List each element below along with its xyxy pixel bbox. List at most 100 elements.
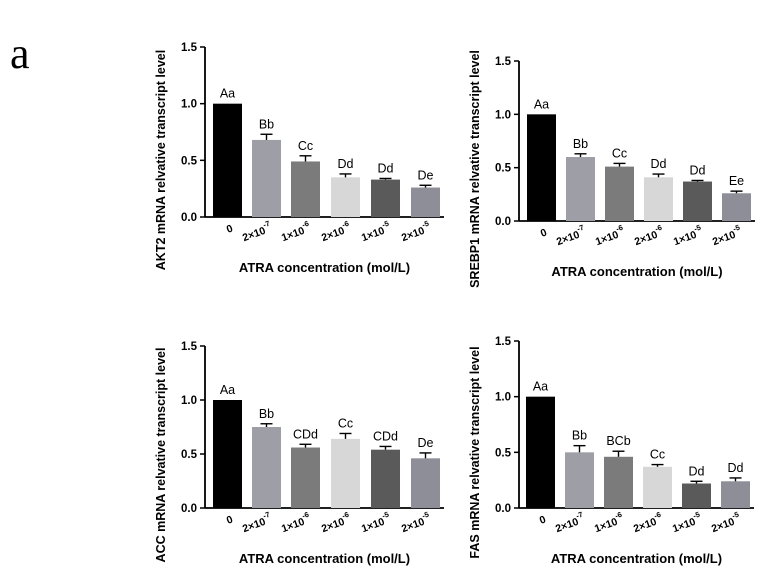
x-tick-label: 1×10-5 <box>359 510 393 535</box>
x-tick-label: 2×10-7 <box>553 510 587 535</box>
significance-label: Dd <box>689 464 705 478</box>
bar <box>213 400 242 508</box>
bar <box>605 166 634 221</box>
y-axis-title: FAS mRNA relvative transcript level <box>468 346 482 558</box>
bar <box>291 161 320 217</box>
chart-1: 0.0 0.5 1.0 1.5 Aa 0 Bb 2×10-7 Cc 1×10-6 Dd 2×10-6 D… <box>154 42 444 275</box>
bar <box>722 193 751 221</box>
significance-label: Aa <box>534 97 549 111</box>
x-tick-label: 2×10-7 <box>240 219 274 244</box>
x-tick-label: 1×10-5 <box>671 223 705 248</box>
y-tick-label: 0.0 <box>181 503 197 515</box>
significance-label: Cc <box>650 448 665 462</box>
significance-label: Bb <box>572 429 587 443</box>
significance-label: Bb <box>573 137 588 151</box>
significance-label: Dd <box>378 161 394 175</box>
y-tick-label: 0.0 <box>495 503 511 515</box>
x-tick-label: 0 <box>539 226 549 239</box>
significance-label: Cc <box>338 416 353 430</box>
x-tick-label: 1×10-6 <box>279 219 313 244</box>
significance-label: De <box>418 168 434 182</box>
significance-label: BCb <box>606 434 630 448</box>
panel-label: a <box>10 29 30 78</box>
bar <box>683 181 712 221</box>
bar <box>565 452 594 508</box>
y-tick-label: 0.0 <box>181 212 197 224</box>
bar <box>331 177 360 217</box>
bar <box>371 449 400 508</box>
chart-3: 0.0 0.5 1.0 1.5 Aa 0 Bb 2×10-7 CDd 1×10-6 Cc 2×10-6… <box>154 341 444 566</box>
y-tick-label: 0.5 <box>181 155 198 167</box>
chart-2: 0.0 0.5 1.0 1.5 Aa 0 Bb 2×10-7 Cc 1×10-6 Dd 2×10-6 D… <box>468 50 755 288</box>
significance-label: CDd <box>293 427 318 441</box>
y-axis-title: AKT2 mRNA relvative transcript level <box>154 50 168 270</box>
y-tick-label: 1.0 <box>495 392 511 404</box>
bar <box>682 483 711 508</box>
bar <box>291 447 320 508</box>
x-tick-label: 1×10-6 <box>593 223 627 248</box>
x-tick-label: 2×10-6 <box>632 223 666 248</box>
x-tick-label: 1×10-5 <box>670 510 704 535</box>
significance-label: Bb <box>259 407 274 421</box>
y-tick-label: 1.5 <box>181 341 198 353</box>
y-axis-title: ACC mRNA relvative transcript level <box>154 348 168 563</box>
x-axis-title: ATRA concentration (mol/L) <box>239 260 410 275</box>
bar <box>213 103 242 217</box>
y-tick-label: 1.5 <box>495 336 512 348</box>
significance-label: Dd <box>690 163 706 177</box>
bar <box>371 179 400 217</box>
x-tick-label: 0 <box>225 222 235 235</box>
significance-label: Aa <box>220 87 235 101</box>
chart-4: 0.0 0.5 1.0 1.5 Aa 0 Bb 2×10-7 BCb 1×10-6 Cc 2×10-6… <box>468 336 754 566</box>
x-tick-label: 2×10-5 <box>399 219 433 244</box>
bar <box>527 114 556 221</box>
y-tick-label: 0.5 <box>495 163 512 175</box>
significance-label: Ee <box>729 174 744 188</box>
significance-label: Dd <box>651 157 667 171</box>
bar <box>643 466 672 508</box>
bar <box>252 139 281 217</box>
bar <box>252 427 281 508</box>
y-tick-label: 0.5 <box>181 449 198 461</box>
x-axis-title: ATRA concentration (mol/L) <box>239 551 410 566</box>
x-tick-label: 1×10-6 <box>592 510 626 535</box>
y-tick-label: 1.5 <box>181 42 198 54</box>
x-tick-label: 2×10-7 <box>554 223 588 248</box>
y-tick-label: 1.5 <box>495 56 512 68</box>
x-tick-label: 2×10-5 <box>709 510 743 535</box>
x-tick-label: 2×10-5 <box>710 223 744 248</box>
bar <box>644 177 673 221</box>
y-tick-label: 1.0 <box>181 99 197 111</box>
x-tick-label: 1×10-5 <box>359 219 393 244</box>
y-tick-label: 0.0 <box>495 216 511 228</box>
x-axis-title: ATRA concentration (mol/L) <box>551 264 722 279</box>
significance-label: Cc <box>612 146 627 160</box>
bar <box>331 438 360 508</box>
y-tick-label: 1.0 <box>181 395 197 407</box>
bar <box>566 157 595 221</box>
y-axis-title: SREBP1 mRNA relvative transcript level <box>468 50 482 288</box>
y-tick-label: 1.0 <box>495 109 511 121</box>
bar <box>411 187 440 217</box>
significance-label: Aa <box>533 380 548 394</box>
significance-label: Dd <box>728 461 744 475</box>
significance-label: CDd <box>373 429 398 443</box>
significance-label: Bb <box>259 117 274 131</box>
bar <box>411 458 440 508</box>
x-tick-label: 2×10-5 <box>399 510 433 535</box>
x-axis-title: ATRA concentration (mol/L) <box>551 551 722 566</box>
x-tick-label: 0 <box>538 513 548 526</box>
bar <box>526 396 555 508</box>
x-tick-label: 2×10-6 <box>631 510 665 535</box>
x-tick-label: 2×10-6 <box>319 219 353 244</box>
bar <box>604 456 633 508</box>
x-tick-label: 0 <box>225 513 235 526</box>
x-tick-label: 2×10-6 <box>319 510 353 535</box>
significance-label: Dd <box>338 157 354 171</box>
significance-label: Aa <box>220 383 235 397</box>
bar <box>721 481 750 508</box>
x-tick-label: 1×10-6 <box>279 510 313 535</box>
y-tick-label: 0.5 <box>495 447 512 459</box>
significance-label: Cc <box>298 139 313 153</box>
